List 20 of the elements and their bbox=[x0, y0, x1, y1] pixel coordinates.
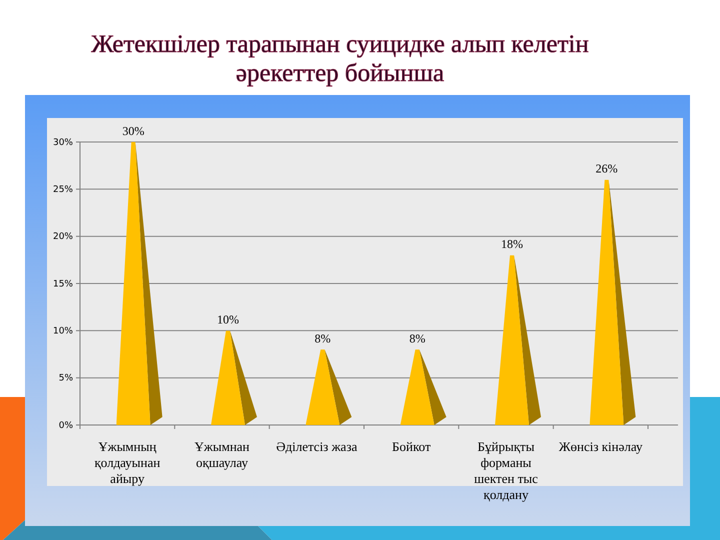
data-label: 8% bbox=[314, 332, 331, 346]
data-label: 10% bbox=[217, 312, 239, 327]
x-tick-label: Ұжымның қолдауынан айыру bbox=[94, 439, 160, 486]
y-tick-label: 30% bbox=[52, 138, 74, 148]
y-tick-label: 0% bbox=[58, 420, 74, 431]
chart-title: Жетекшілер тарапынан суицидке алып келетін әрекеттер бойынша bbox=[91, 31, 589, 87]
y-tick-label: 20% bbox=[52, 232, 74, 242]
x-tick-label: Жөнсіз кінәлау bbox=[558, 439, 643, 454]
x-tick-label: Ұжымнан оқшаулау bbox=[194, 439, 250, 470]
x-tick-label: Бұйрықты форманы шектен тыс қолдану bbox=[474, 439, 538, 502]
x-tick-label: Әділетсіз жаза bbox=[276, 439, 358, 454]
data-label: 26% bbox=[596, 162, 618, 176]
x-tick-label: Бойкот bbox=[392, 439, 431, 454]
y-tick-label: 15% bbox=[52, 279, 74, 290]
data-label: 18% bbox=[501, 237, 523, 252]
y-tick-label: 10% bbox=[52, 326, 74, 337]
y-tick-label: 25% bbox=[52, 185, 74, 196]
data-label: 8% bbox=[409, 332, 426, 346]
y-tick-label: 5% bbox=[58, 374, 74, 384]
data-label: 30% bbox=[122, 124, 144, 138]
